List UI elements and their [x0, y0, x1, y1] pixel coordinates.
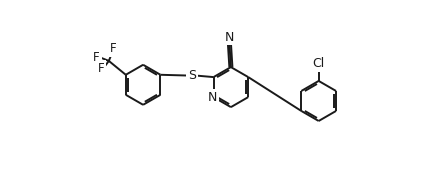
Text: N: N — [225, 31, 234, 44]
Text: F: F — [93, 51, 100, 64]
Text: F: F — [110, 42, 117, 55]
Text: S: S — [188, 69, 196, 82]
Text: N: N — [207, 91, 217, 104]
Text: F: F — [98, 62, 105, 75]
Text: Cl: Cl — [312, 57, 325, 70]
